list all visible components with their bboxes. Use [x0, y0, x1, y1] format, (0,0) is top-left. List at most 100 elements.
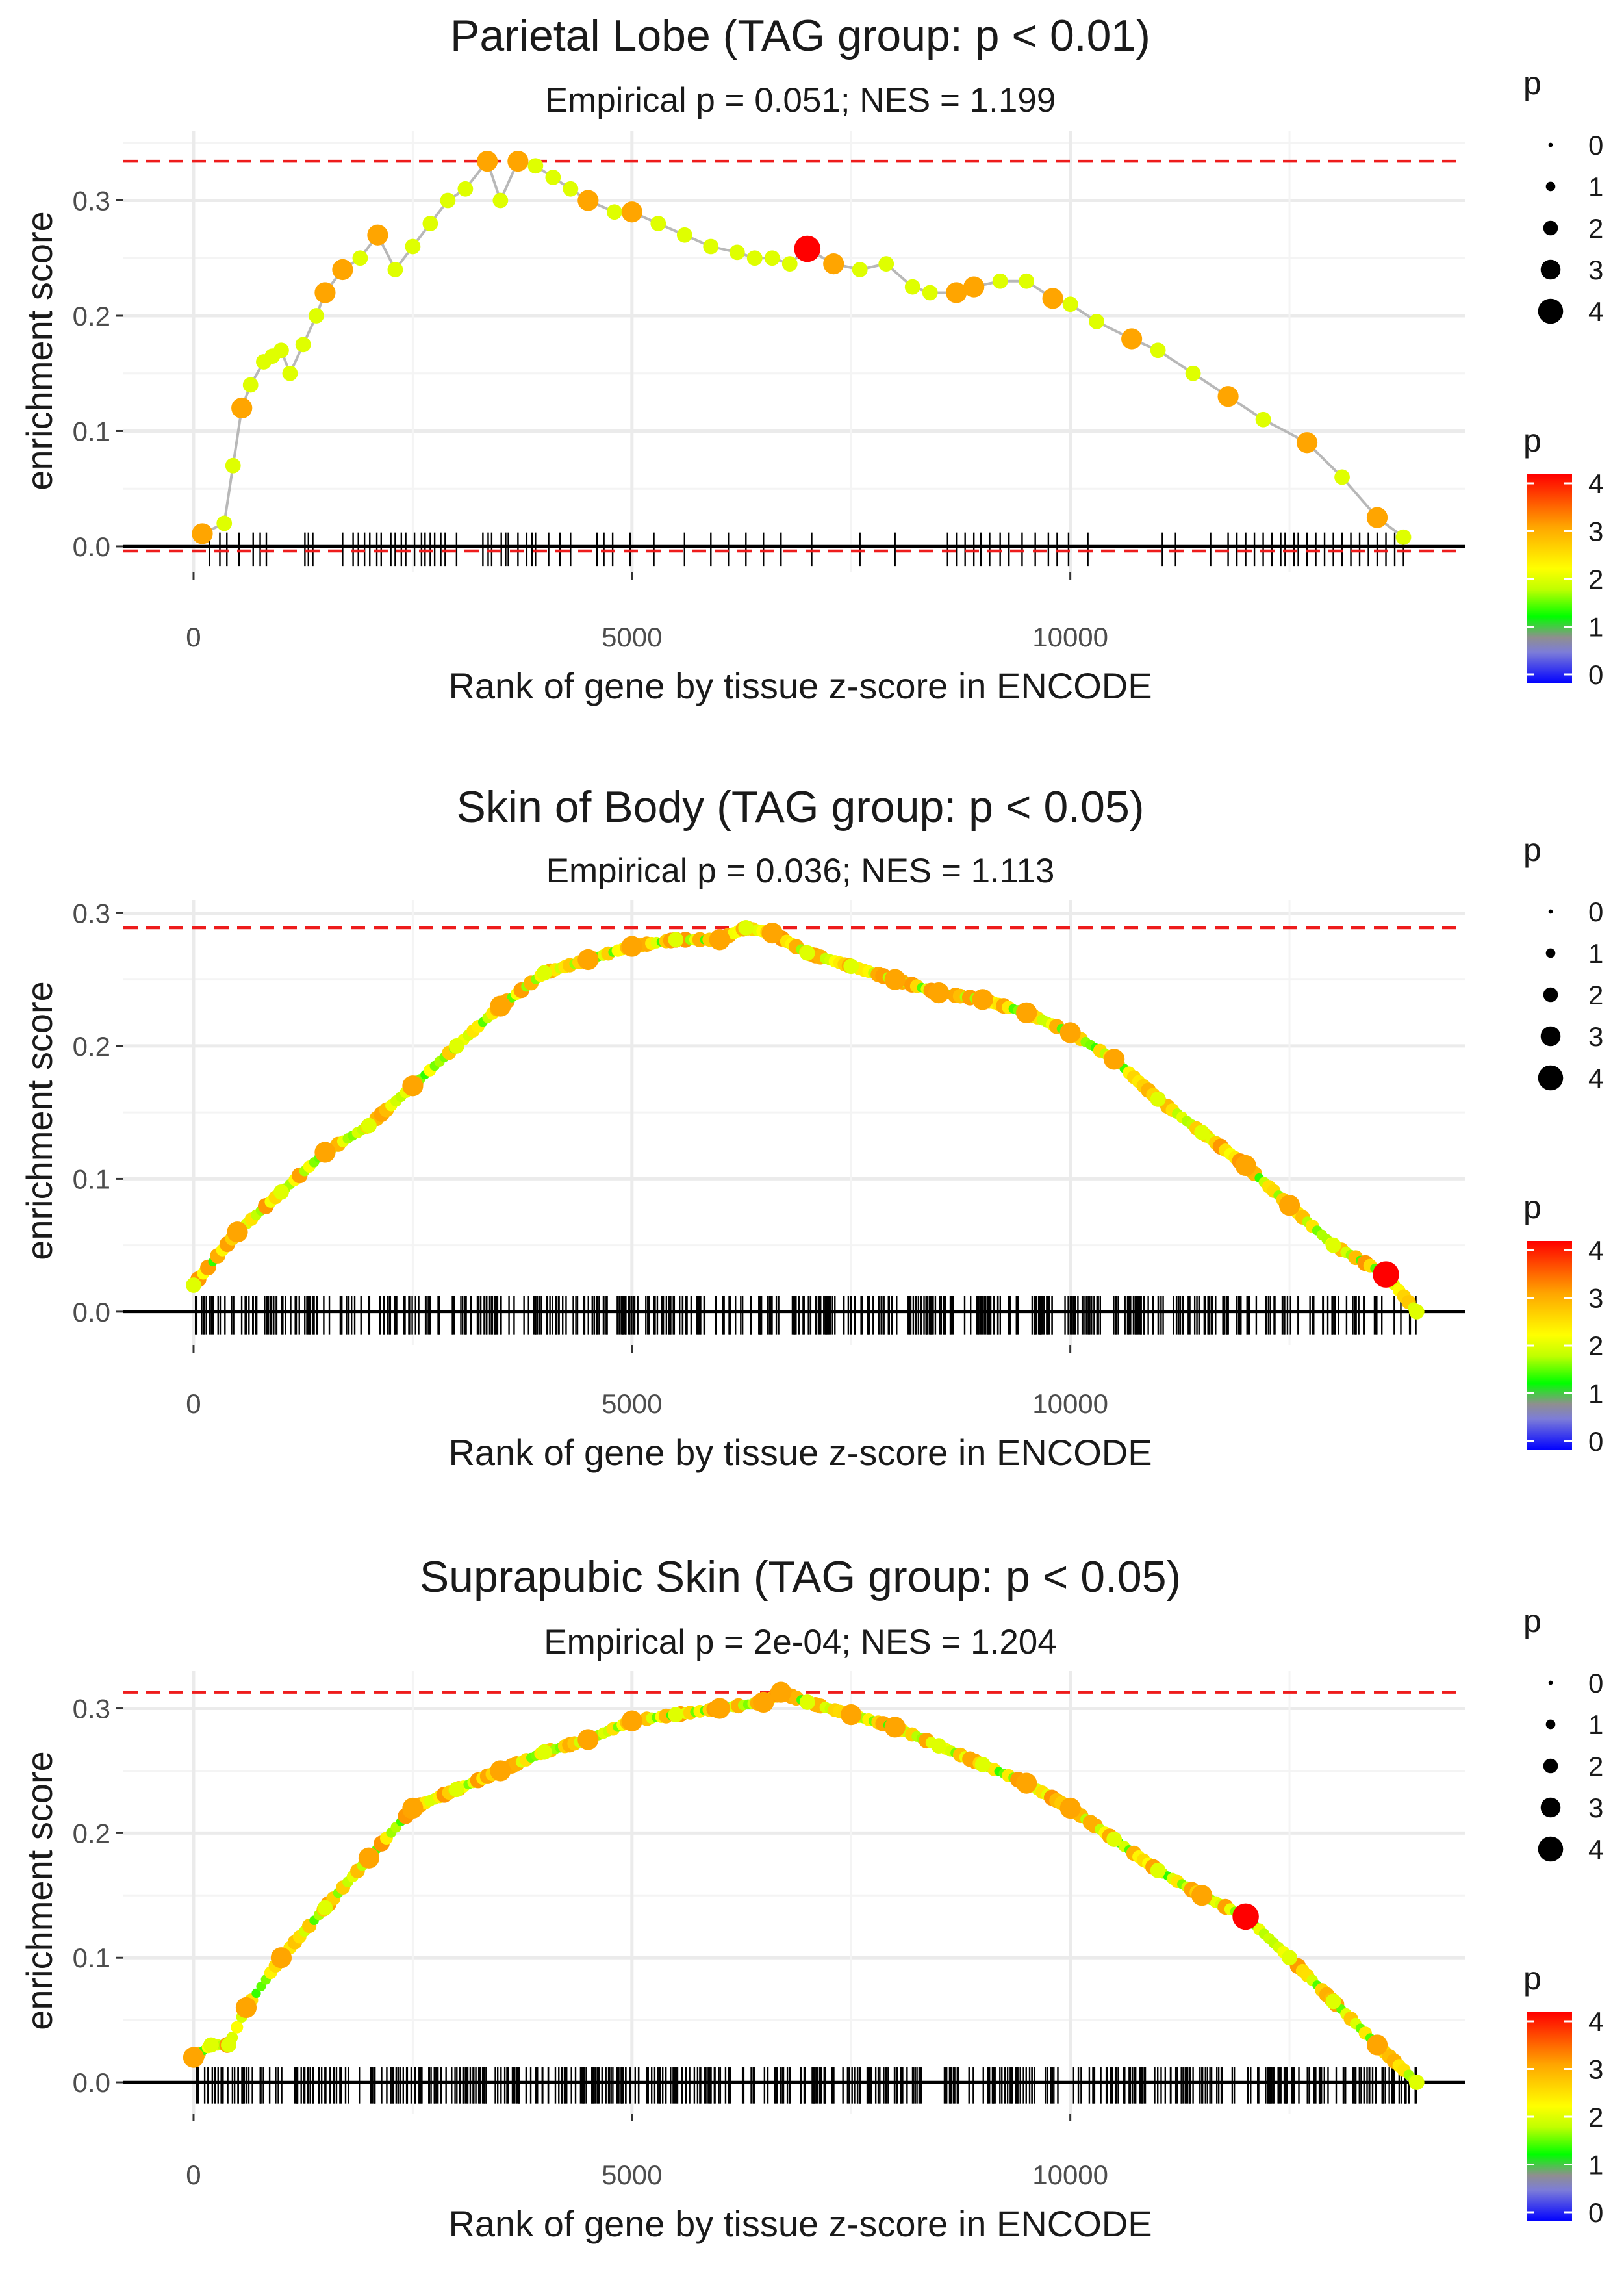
es-point: [317, 1900, 333, 1916]
es-point: [746, 250, 763, 266]
color-legend-label: 3: [1588, 1283, 1603, 1314]
es-point: [904, 279, 920, 295]
color-legend-label: 4: [1588, 1235, 1603, 1266]
es-point: [457, 181, 474, 197]
es-point: [242, 377, 259, 393]
color-legend-label: 4: [1588, 2006, 1603, 2037]
size-legend-label: 1: [1588, 1709, 1603, 1740]
es-point: [183, 2047, 205, 2068]
es-point: [1325, 1237, 1341, 1253]
es-point: [764, 250, 780, 266]
y-tick-label: 0.1: [73, 1943, 110, 1973]
x-tick-label: 5000: [602, 2160, 662, 2190]
size-legend-dot: [1540, 1026, 1561, 1047]
es-point: [946, 282, 967, 303]
es-point: [186, 1277, 201, 1293]
enrichment-line: [192, 1691, 1418, 2084]
es-point: [1016, 1772, 1037, 1794]
color-legend-label: 1: [1588, 2150, 1603, 2180]
es-point-small: [256, 1981, 266, 1991]
color-legend-label: 1: [1588, 1379, 1603, 1409]
es-point: [273, 342, 289, 359]
size-legend-dot: [1545, 948, 1556, 958]
es-point: [1121, 328, 1143, 350]
es-point: [361, 1118, 377, 1134]
es-point: [931, 1738, 947, 1754]
chart-panel-2: Skin of Body (TAG group: p < 0.05) Empiri…: [19, 782, 1603, 1473]
enrichment-points: [186, 920, 1425, 1320]
size-legend-dot: [1538, 1836, 1564, 1862]
y-tick-label: 0.1: [73, 1164, 110, 1194]
es-point: [1296, 432, 1318, 454]
es-point: [1325, 1993, 1341, 2010]
legend-2: p 0 1 2 3 4 p 4 3 2 1 0: [1523, 832, 1603, 1457]
chart-subtitle: Empirical p = 0.051; NES = 1.199: [545, 81, 1056, 120]
es-point: [563, 181, 579, 197]
es-point: [843, 958, 859, 975]
color-legend-label: 1: [1588, 612, 1603, 643]
es-point: [668, 1707, 684, 1723]
y-tick-label: 0.2: [73, 1031, 110, 1062]
color-legend-label: 0: [1588, 1426, 1603, 1457]
gene-rank-rug: [195, 1296, 1417, 1335]
es-point: [729, 244, 745, 261]
x-axis-label: Rank of gene by tissue z-score in ENCODE: [448, 665, 1152, 706]
es-point: [1042, 288, 1063, 309]
size-legend-label: 1: [1588, 172, 1603, 202]
es-point: [972, 989, 993, 1010]
es-point: [225, 457, 241, 474]
size-legend-label: 4: [1588, 296, 1603, 327]
x-tick-label: 0: [186, 622, 201, 652]
enrichment-line: [201, 158, 1404, 539]
es-point: [738, 920, 754, 936]
es-point: [794, 235, 821, 262]
es-point: [770, 1681, 792, 1703]
es-point-small: [231, 2021, 244, 2034]
es-point: [963, 276, 985, 298]
size-legend-label: 3: [1588, 1021, 1603, 1052]
es-point: [490, 1760, 511, 1782]
es-point: [314, 1142, 336, 1163]
size-legend-dot: [1548, 142, 1553, 147]
es-point: [282, 365, 298, 381]
es-point: [1373, 1261, 1399, 1288]
y-tick-label: 0.0: [73, 2067, 110, 2098]
es-point: [841, 1704, 862, 1726]
chart-title: Skin of Body (TAG group: p < 0.05): [457, 782, 1145, 832]
size-legend-title: p: [1523, 1603, 1542, 1639]
y-tick-label: 0.3: [73, 1694, 110, 1724]
es-point: [922, 285, 938, 301]
x-tick-label: 10000: [1032, 622, 1108, 652]
y-tick-label: 0.2: [73, 1818, 110, 1848]
color-legend-label: 2: [1588, 564, 1603, 594]
es-point: [448, 1038, 464, 1054]
es-point: [422, 216, 438, 231]
es-point: [1408, 2075, 1425, 2090]
es-point: [878, 256, 894, 272]
es-point: [221, 2037, 236, 2053]
es-point: [1408, 1303, 1425, 1320]
es-point: [1282, 1950, 1297, 1966]
es-point: [527, 158, 544, 174]
es-point: [309, 308, 324, 324]
size-legend-title: p: [1523, 832, 1542, 868]
size-legend-dot: [1543, 220, 1558, 236]
size-legend-label: 1: [1588, 938, 1603, 969]
color-legend-label: 3: [1588, 517, 1603, 547]
enrichment-points: [183, 1681, 1425, 2090]
es-point: [332, 259, 353, 281]
legend-3: p 0 1 2 3 4 p 4 3 2 1 0: [1523, 1603, 1603, 2228]
es-point: [203, 2037, 219, 2053]
es-point: [1150, 342, 1166, 359]
es-point: [799, 945, 815, 961]
x-tick-label: 5000: [602, 622, 662, 652]
es-point: [1366, 2034, 1388, 2056]
grid-lines: [123, 900, 1465, 1345]
y-tick-label: 0.0: [73, 1297, 110, 1327]
y-tick-label: 0.2: [73, 301, 110, 331]
es-point: [823, 253, 844, 275]
es-point: [358, 1847, 380, 1869]
color-legend-label: 3: [1588, 2054, 1603, 2085]
y-tick-label: 0.3: [73, 898, 110, 928]
es-point-small: [251, 1988, 261, 1999]
